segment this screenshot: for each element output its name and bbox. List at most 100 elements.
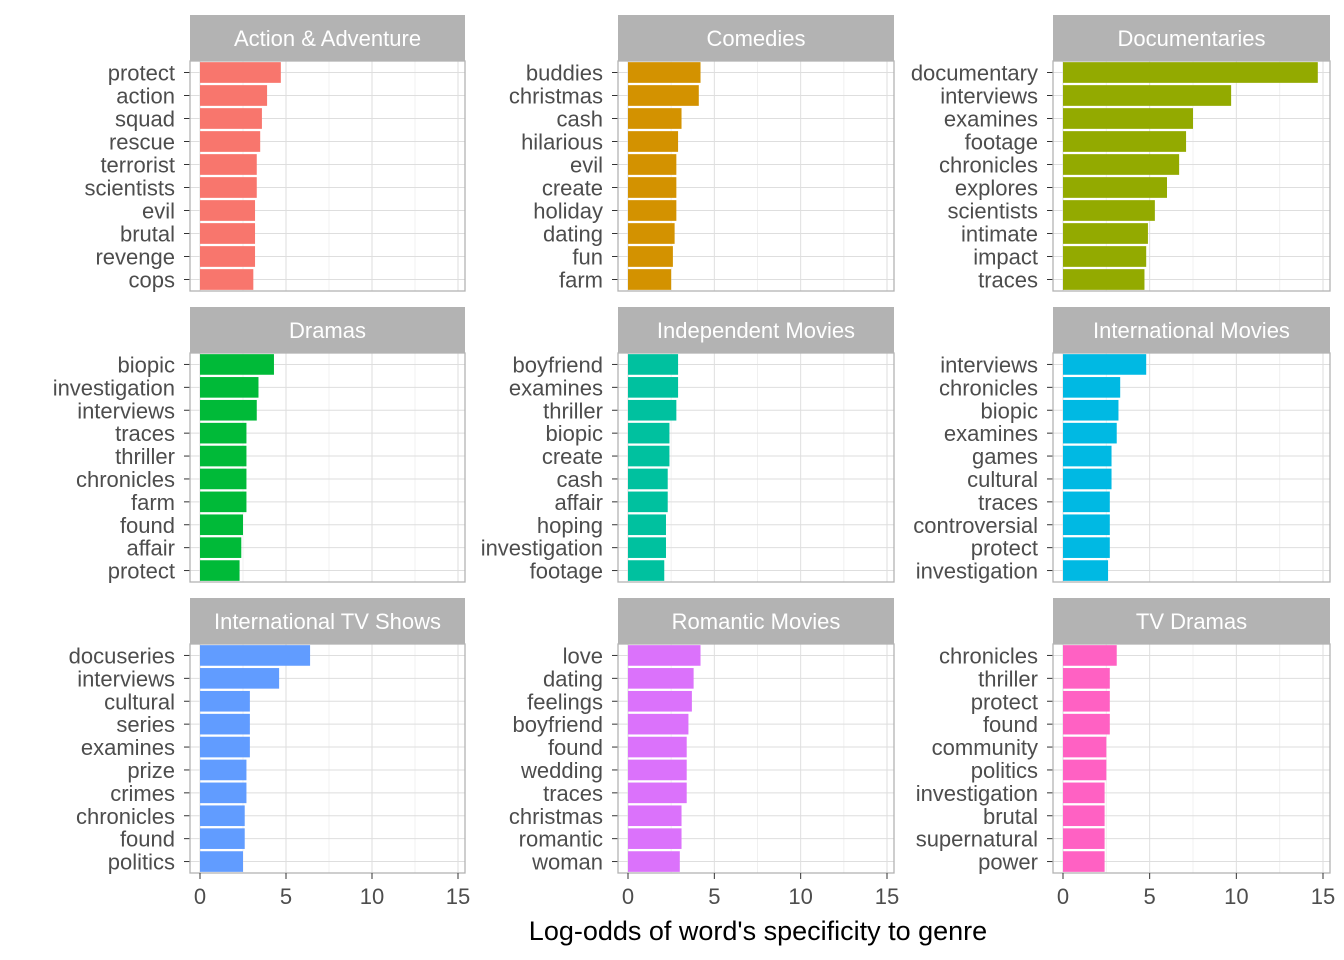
category-label: protect [971,536,1038,561]
bar [1063,200,1155,221]
x-tick-label: 0 [194,884,206,909]
facet-title: Comedies [706,26,805,51]
facet-strip [1053,598,1330,644]
bar [200,177,257,198]
x-tick-label: 5 [1144,884,1156,909]
bar [1063,354,1147,375]
category-label: cash [557,467,603,492]
category-label: supernatural [916,827,1038,852]
category-label: politics [971,758,1038,783]
bar [1063,468,1112,490]
category-label: protect [108,61,175,86]
bar [200,354,274,375]
panel-border [1052,643,1331,874]
bar [200,85,268,106]
bar [628,468,668,490]
bar [628,131,679,152]
facet-strip [1053,307,1330,353]
panel-border [1052,352,1331,583]
category-label: woman [531,850,603,875]
bar [200,759,247,781]
category-label: politics [108,850,175,875]
category-label: feelings [527,689,603,714]
category-label: scientists [85,176,175,201]
category-label: boyfriend [512,712,603,737]
bar [628,269,672,290]
category-label: biopic [981,398,1038,423]
bar [628,560,665,581]
category-label: holiday [533,199,603,224]
category-label: impact [973,245,1038,270]
category-label: examines [944,107,1038,132]
category-label: games [972,444,1038,469]
category-label: boyfriend [512,352,603,377]
category-label: cultural [104,689,175,714]
category-label: cultural [967,467,1038,492]
bar [200,131,261,152]
bar [200,108,262,129]
category-label: farm [131,490,175,515]
bar [200,805,245,827]
bar [200,269,254,290]
category-label: thriller [543,398,603,423]
category-label: cops [129,268,175,293]
x-tick-label: 10 [360,884,384,909]
category-label: power [978,850,1038,875]
category-label: brutal [983,804,1038,829]
facet-title: TV Dramas [1136,609,1247,634]
category-label: prize [127,758,175,783]
bar [1063,690,1110,712]
bar [200,377,259,398]
bar [200,828,245,849]
facet-title: Dramas [289,318,366,343]
category-label: rescue [109,130,175,155]
category-label: documentary [911,61,1038,86]
bar [1063,377,1121,398]
x-tick-label: 15 [446,884,470,909]
bar [628,491,668,513]
category-label: hilarious [521,130,603,155]
category-label: interviews [940,84,1038,109]
bar [1063,491,1110,513]
category-label: biopic [118,352,175,377]
facet-panel: Comedies buddieschristmascashhilariousevi… [509,15,895,293]
category-label: found [120,513,175,538]
category-label: intimate [961,222,1038,247]
bar [628,713,689,735]
panel-border [189,643,466,874]
category-label: romantic [519,827,603,852]
category-label: investigation [481,536,603,561]
category-label: thriller [978,666,1038,691]
x-tick-label: 0 [1057,884,1069,909]
panel-border [617,643,895,874]
bar [1063,759,1107,781]
bar [628,537,666,558]
category-label: create [542,176,603,201]
category-label: farm [559,268,603,293]
facet-title: Action & Adventure [234,26,421,51]
category-label: investigation [916,559,1038,584]
category-label: love [563,643,603,668]
bar [628,200,677,221]
bar [1063,85,1232,106]
bar [200,690,250,712]
category-label: protect [108,559,175,584]
bar [1063,736,1107,758]
facet-panel: TV Dramas chroniclesthrillerprotectfoundc… [916,598,1335,909]
category-label: evil [570,153,603,178]
bar [628,851,680,872]
category-label: interviews [77,398,175,423]
bar [1063,537,1110,558]
bar [628,177,677,198]
bar [200,668,280,689]
facet-title: Documentaries [1118,26,1266,51]
category-label: squad [115,107,175,132]
category-label: traces [115,421,175,446]
bar [1063,445,1112,467]
bar [200,445,247,467]
bar [200,537,242,558]
facet-panel: Action & Adventure protectactionsquadresc… [85,15,466,293]
category-label: interviews [77,666,175,691]
facet-title: International Movies [1093,318,1290,343]
